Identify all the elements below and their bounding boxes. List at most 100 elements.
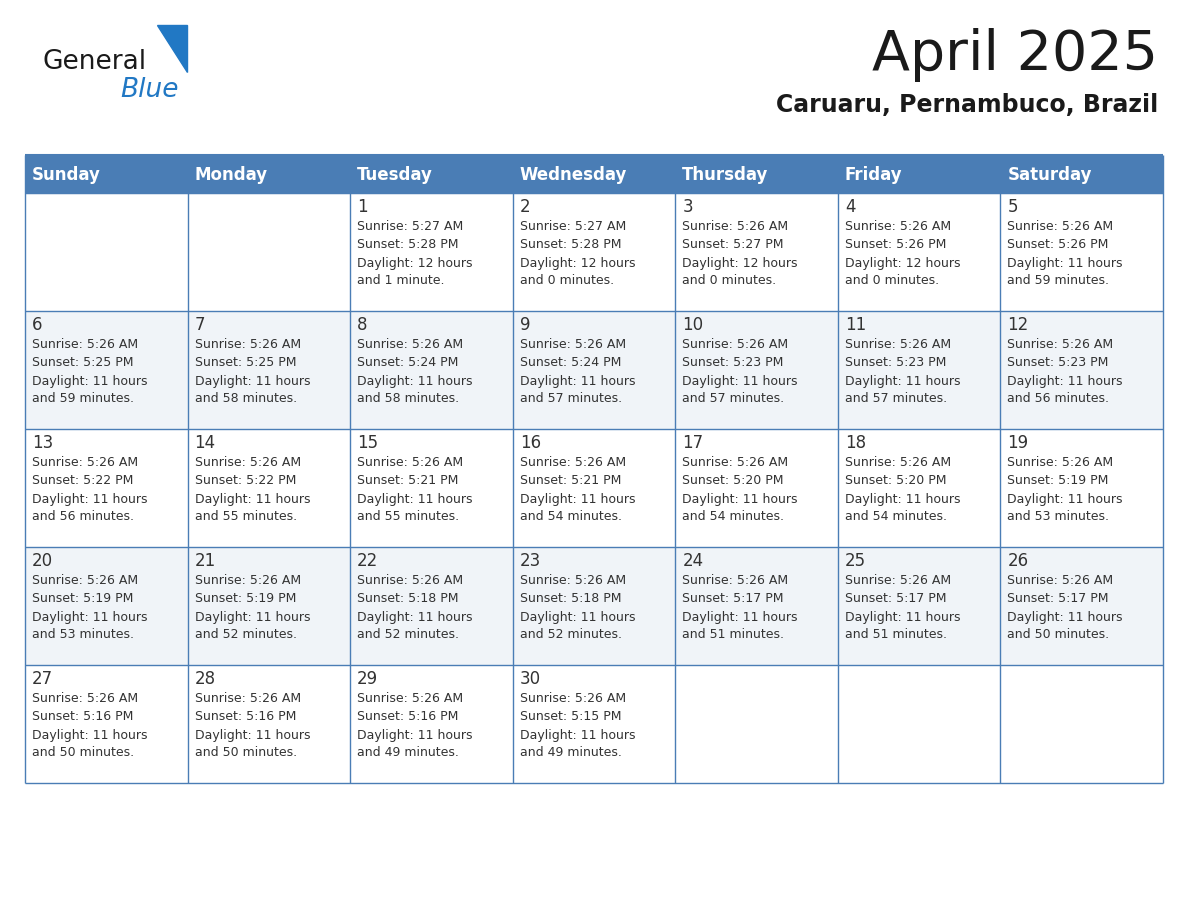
Text: 22: 22 bbox=[358, 552, 379, 570]
Text: Sunset: 5:23 PM: Sunset: 5:23 PM bbox=[1007, 356, 1108, 370]
Text: 4: 4 bbox=[845, 198, 855, 216]
Text: Sunrise: 5:26 AM: Sunrise: 5:26 AM bbox=[519, 339, 626, 352]
Text: 19: 19 bbox=[1007, 434, 1029, 452]
Text: 13: 13 bbox=[32, 434, 53, 452]
Text: and 50 minutes.: and 50 minutes. bbox=[32, 746, 134, 759]
Text: Daylight: 11 hours: Daylight: 11 hours bbox=[519, 610, 636, 623]
Text: Sunset: 5:24 PM: Sunset: 5:24 PM bbox=[358, 356, 459, 370]
Text: 26: 26 bbox=[1007, 552, 1029, 570]
Text: Sunrise: 5:26 AM: Sunrise: 5:26 AM bbox=[32, 692, 138, 706]
Text: Wednesday: Wednesday bbox=[519, 166, 627, 184]
Text: April 2025: April 2025 bbox=[872, 28, 1158, 82]
Bar bbox=[675, 547, 838, 665]
Bar bbox=[188, 193, 350, 311]
Text: Sunset: 5:21 PM: Sunset: 5:21 PM bbox=[358, 475, 459, 487]
Text: Sunrise: 5:26 AM: Sunrise: 5:26 AM bbox=[195, 456, 301, 469]
Bar bbox=[675, 665, 838, 783]
Text: Sunrise: 5:26 AM: Sunrise: 5:26 AM bbox=[32, 339, 138, 352]
Text: Sunset: 5:26 PM: Sunset: 5:26 PM bbox=[1007, 239, 1108, 252]
Bar bbox=[25, 547, 188, 665]
Text: and 51 minutes.: and 51 minutes. bbox=[845, 629, 947, 642]
Text: and 52 minutes.: and 52 minutes. bbox=[358, 629, 459, 642]
Text: 27: 27 bbox=[32, 670, 53, 688]
Text: Sunrise: 5:27 AM: Sunrise: 5:27 AM bbox=[358, 220, 463, 233]
Bar bbox=[350, 311, 513, 429]
Text: and 50 minutes.: and 50 minutes. bbox=[1007, 629, 1110, 642]
Text: Daylight: 11 hours: Daylight: 11 hours bbox=[1007, 375, 1123, 387]
Text: Sunrise: 5:26 AM: Sunrise: 5:26 AM bbox=[682, 575, 789, 588]
Text: and 50 minutes.: and 50 minutes. bbox=[195, 746, 297, 759]
Text: and 59 minutes.: and 59 minutes. bbox=[32, 393, 134, 406]
Text: Sunset: 5:20 PM: Sunset: 5:20 PM bbox=[845, 475, 947, 487]
Bar bbox=[188, 429, 350, 547]
Text: Daylight: 11 hours: Daylight: 11 hours bbox=[358, 492, 473, 506]
Text: and 52 minutes.: and 52 minutes. bbox=[519, 629, 621, 642]
Text: Daylight: 11 hours: Daylight: 11 hours bbox=[1007, 610, 1123, 623]
Text: Sunset: 5:26 PM: Sunset: 5:26 PM bbox=[845, 239, 946, 252]
Bar bbox=[1000, 311, 1163, 429]
Text: 1: 1 bbox=[358, 198, 368, 216]
Text: Sunrise: 5:26 AM: Sunrise: 5:26 AM bbox=[682, 339, 789, 352]
Bar bbox=[513, 547, 675, 665]
Text: Daylight: 11 hours: Daylight: 11 hours bbox=[32, 729, 147, 742]
Text: 5: 5 bbox=[1007, 198, 1018, 216]
Text: and 56 minutes.: and 56 minutes. bbox=[32, 510, 134, 523]
Text: Daylight: 11 hours: Daylight: 11 hours bbox=[845, 610, 960, 623]
Text: and 54 minutes.: and 54 minutes. bbox=[519, 510, 621, 523]
Text: 10: 10 bbox=[682, 316, 703, 334]
Text: 2: 2 bbox=[519, 198, 530, 216]
Text: Daylight: 11 hours: Daylight: 11 hours bbox=[845, 492, 960, 506]
Bar bbox=[350, 155, 513, 193]
Text: Saturday: Saturday bbox=[1007, 166, 1092, 184]
Text: and 0 minutes.: and 0 minutes. bbox=[682, 274, 777, 287]
Text: Sunrise: 5:26 AM: Sunrise: 5:26 AM bbox=[1007, 456, 1113, 469]
Bar bbox=[675, 429, 838, 547]
Text: Sunset: 5:28 PM: Sunset: 5:28 PM bbox=[358, 239, 459, 252]
Text: Sunrise: 5:26 AM: Sunrise: 5:26 AM bbox=[845, 575, 950, 588]
Text: and 53 minutes.: and 53 minutes. bbox=[1007, 510, 1110, 523]
Text: and 59 minutes.: and 59 minutes. bbox=[1007, 274, 1110, 287]
Text: Tuesday: Tuesday bbox=[358, 166, 432, 184]
Text: 8: 8 bbox=[358, 316, 367, 334]
Text: and 57 minutes.: and 57 minutes. bbox=[519, 393, 621, 406]
Text: Sunset: 5:25 PM: Sunset: 5:25 PM bbox=[32, 356, 133, 370]
Text: Daylight: 11 hours: Daylight: 11 hours bbox=[1007, 256, 1123, 270]
Bar bbox=[25, 311, 188, 429]
Text: and 52 minutes.: and 52 minutes. bbox=[195, 629, 297, 642]
Bar bbox=[838, 193, 1000, 311]
Bar bbox=[675, 193, 838, 311]
Text: Sunset: 5:23 PM: Sunset: 5:23 PM bbox=[845, 356, 946, 370]
Text: and 55 minutes.: and 55 minutes. bbox=[195, 510, 297, 523]
Text: Sunset: 5:17 PM: Sunset: 5:17 PM bbox=[845, 592, 947, 606]
Text: Daylight: 11 hours: Daylight: 11 hours bbox=[682, 492, 798, 506]
Text: Sunset: 5:24 PM: Sunset: 5:24 PM bbox=[519, 356, 621, 370]
Text: Sunrise: 5:26 AM: Sunrise: 5:26 AM bbox=[358, 575, 463, 588]
Text: Sunset: 5:17 PM: Sunset: 5:17 PM bbox=[1007, 592, 1108, 606]
Text: Sunrise: 5:26 AM: Sunrise: 5:26 AM bbox=[1007, 339, 1113, 352]
Text: Sunrise: 5:26 AM: Sunrise: 5:26 AM bbox=[32, 575, 138, 588]
Bar bbox=[188, 547, 350, 665]
Text: and 49 minutes.: and 49 minutes. bbox=[519, 746, 621, 759]
Bar bbox=[25, 429, 188, 547]
Bar bbox=[513, 429, 675, 547]
Bar bbox=[513, 155, 675, 193]
Text: 6: 6 bbox=[32, 316, 43, 334]
Text: Sunrise: 5:26 AM: Sunrise: 5:26 AM bbox=[519, 575, 626, 588]
Text: Daylight: 11 hours: Daylight: 11 hours bbox=[519, 375, 636, 387]
Bar bbox=[25, 193, 188, 311]
Bar bbox=[350, 547, 513, 665]
Text: Daylight: 11 hours: Daylight: 11 hours bbox=[32, 610, 147, 623]
Text: Daylight: 11 hours: Daylight: 11 hours bbox=[358, 610, 473, 623]
Text: Daylight: 11 hours: Daylight: 11 hours bbox=[519, 492, 636, 506]
Bar bbox=[675, 311, 838, 429]
Bar bbox=[1000, 547, 1163, 665]
Text: Daylight: 11 hours: Daylight: 11 hours bbox=[519, 729, 636, 742]
Text: 17: 17 bbox=[682, 434, 703, 452]
Text: Sunset: 5:22 PM: Sunset: 5:22 PM bbox=[195, 475, 296, 487]
Text: and 58 minutes.: and 58 minutes. bbox=[358, 393, 460, 406]
Text: 30: 30 bbox=[519, 670, 541, 688]
Text: Caruaru, Pernambuco, Brazil: Caruaru, Pernambuco, Brazil bbox=[776, 93, 1158, 117]
Text: Sunset: 5:16 PM: Sunset: 5:16 PM bbox=[358, 711, 459, 723]
Text: Daylight: 11 hours: Daylight: 11 hours bbox=[195, 375, 310, 387]
Text: Sunrise: 5:26 AM: Sunrise: 5:26 AM bbox=[32, 456, 138, 469]
